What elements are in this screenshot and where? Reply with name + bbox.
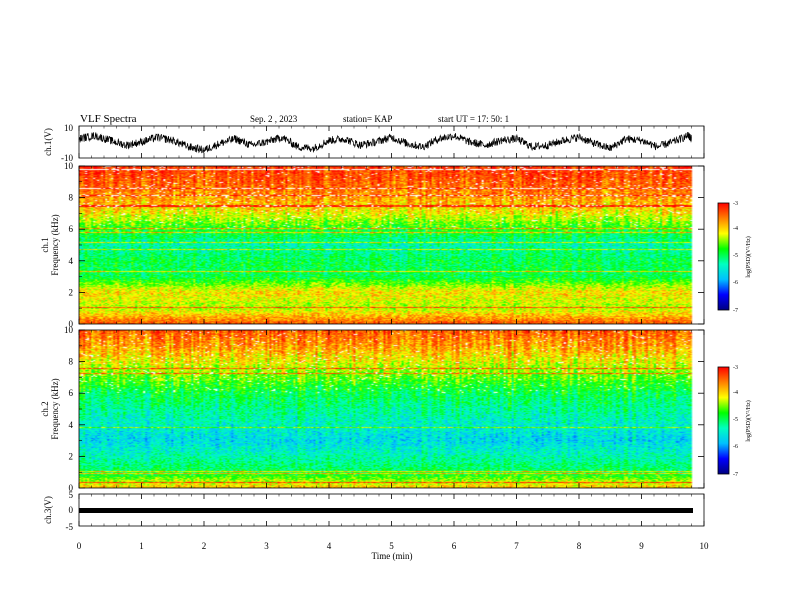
ch1-waveform-line bbox=[78, 131, 692, 154]
ch2-colorbar-frame bbox=[717, 366, 730, 475]
xtick-label-3: 3 bbox=[264, 541, 269, 551]
xtick-label-6: 6 bbox=[452, 541, 457, 551]
ch1-colorbar-label: log(PSD)(V²/Hz) bbox=[745, 236, 752, 277]
station-label: station= KAP bbox=[343, 114, 392, 124]
ch3-ytick-mid: 0 bbox=[69, 505, 74, 515]
ch2-freq-ytick-label-6: 6 bbox=[69, 388, 74, 398]
ch2-freq-ytick-label-0: 0 bbox=[69, 483, 74, 493]
ch1-spectrogram-image bbox=[79, 166, 704, 324]
ch1-cbar-tick-minus6: -6 bbox=[733, 280, 738, 286]
ch3-waveform-trace bbox=[79, 508, 693, 513]
ch1-waveform-ylabel: ch.1(V) bbox=[43, 128, 53, 156]
xtick-label-10: 10 bbox=[700, 541, 710, 551]
ch1-cbar-tick-minus4: -4 bbox=[733, 226, 738, 232]
xtick-label-0: 0 bbox=[77, 541, 82, 551]
ch1-colorbar-frame bbox=[717, 202, 730, 311]
xtick-label-5: 5 bbox=[389, 541, 394, 551]
ch1-freq-ytick-label-10: 10 bbox=[64, 161, 74, 171]
ch2-cbar-tick-minus6: -6 bbox=[733, 444, 738, 450]
ch2-freq-ytick-label-10: 10 bbox=[64, 325, 74, 335]
ch2-cbar-tick-minus5: -5 bbox=[733, 417, 738, 423]
ch1-freq-ylabel-line1: ch.1 bbox=[40, 237, 50, 252]
ch1-freq-ytick-label-8: 8 bbox=[69, 193, 74, 203]
ch2-spectrogram-panel: 0 2 4 6 8 10 ch.2 Frequency (kHz) bbox=[40, 325, 705, 493]
ch1-cbar-tick-minus5: -5 bbox=[733, 253, 738, 259]
xtick-label-2: 2 bbox=[202, 541, 207, 551]
xtick-label-7: 7 bbox=[514, 541, 519, 551]
ch2-colorbar-gradient bbox=[718, 367, 729, 474]
ch1-ytick-bottom: -10 bbox=[61, 153, 73, 163]
ch1-freq-ytick-label-6: 6 bbox=[69, 224, 74, 234]
ch3-ytick-bottom: -5 bbox=[66, 522, 74, 532]
figure-title: VLF Spectra bbox=[80, 113, 137, 125]
ch1-freq-ylabel-line2: Frequency (kHz) bbox=[50, 214, 60, 275]
ch2-freq-ylabel-line1: ch.2 bbox=[40, 401, 50, 416]
xtick-label-9: 9 bbox=[639, 541, 644, 551]
ch2-colorbar: -3 -4 -5 -6 -7 log(PSD)(V²/Hz) bbox=[717, 365, 752, 478]
ch2-freq-ylabel-line2: Frequency (kHz) bbox=[50, 378, 60, 439]
ch2-cbar-tick-minus4: -4 bbox=[733, 390, 738, 396]
ch1-ytick-top: 10 bbox=[64, 123, 74, 133]
start-time-label: start UT = 17: 50: 1 bbox=[438, 114, 509, 124]
ch1-colorbar: -3 -4 -5 -6 -7 log(PSD)(V²/Hz) bbox=[717, 201, 752, 314]
xtick-label-4: 4 bbox=[327, 541, 332, 551]
ch1-freq-ytick-label-2: 2 bbox=[69, 287, 74, 297]
xtick-label-1: 1 bbox=[139, 541, 144, 551]
ch2-spectrogram-image bbox=[79, 330, 704, 488]
ch1-freq-ytick-label-0: 0 bbox=[69, 319, 74, 329]
ch2-freq-ytick-label-2: 2 bbox=[69, 451, 74, 461]
ch2-cbar-tick-minus7: -7 bbox=[733, 472, 738, 478]
ch1-waveform-panel: 10 -10 ch.1(V) bbox=[43, 123, 705, 163]
ch2-cbar-tick-minus3: -3 bbox=[733, 365, 738, 371]
ch3-ytick-top: 5 bbox=[69, 490, 74, 500]
ch1-freq-ytick-label-4: 4 bbox=[69, 256, 74, 266]
ch3-waveform-ylabel: ch.3(V) bbox=[43, 496, 53, 524]
ch1-cbar-tick-minus3: -3 bbox=[733, 201, 738, 207]
ch2-colorbar-label: log(PSD)(V²/Hz) bbox=[745, 400, 752, 441]
ch1-colorbar-gradient bbox=[718, 203, 729, 310]
ch1-spectrogram-panel: 0 2 4 6 8 10 ch.1 Frequency (kHz) bbox=[40, 161, 705, 329]
xtick-label-8: 8 bbox=[577, 541, 582, 551]
ch1-cbar-tick-minus7: -7 bbox=[733, 308, 738, 314]
x-axis-label: Time (min) bbox=[372, 551, 413, 561]
ch3-waveform-panel: 5 0 -5 ch.3(V) bbox=[43, 490, 705, 532]
date-label: Sep. 2 , 2023 bbox=[250, 114, 298, 124]
ch2-freq-ytick-label-4: 4 bbox=[69, 420, 74, 430]
ch2-freq-ytick-label-8: 8 bbox=[69, 357, 74, 367]
